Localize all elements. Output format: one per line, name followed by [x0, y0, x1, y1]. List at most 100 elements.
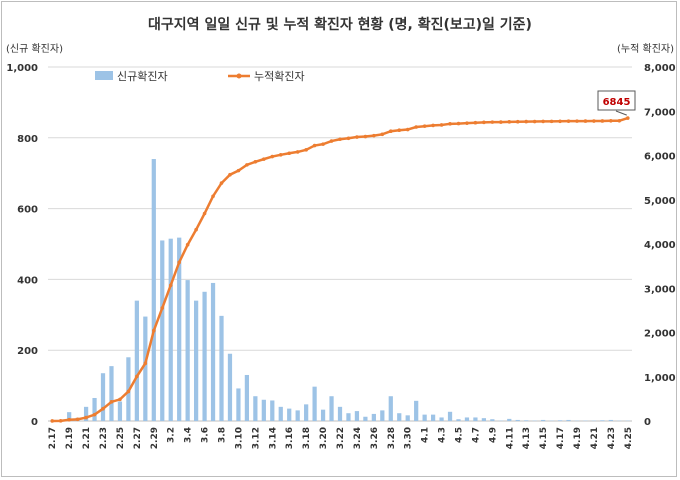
line-point — [135, 374, 139, 379]
bar-series — [50, 159, 630, 422]
line-point — [524, 119, 529, 124]
bar — [244, 374, 250, 421]
right-y-tick-label: 8,000 — [644, 63, 676, 74]
x-tick-label: 4.11 — [505, 427, 515, 449]
line-point — [397, 128, 402, 133]
line-point — [160, 306, 165, 310]
line-point — [558, 119, 562, 124]
left-y-tick-label: 600 — [17, 205, 38, 216]
x-tick-label: 2.17 — [48, 427, 58, 449]
right-axis-unit: (누적 확진자) — [617, 44, 674, 55]
bar — [464, 417, 470, 421]
x-tick-label: 3.16 — [285, 427, 295, 449]
right-y-tick-label: 4,000 — [644, 240, 676, 251]
bar — [202, 291, 207, 421]
bar — [261, 399, 266, 421]
x-tick-label: 4.23 — [607, 427, 617, 449]
bar — [329, 396, 334, 421]
x-tick-label: 3.24 — [353, 427, 363, 449]
line-point — [312, 143, 317, 148]
line-point — [278, 152, 283, 157]
line-point — [295, 150, 300, 154]
line-point — [58, 419, 63, 423]
bar — [92, 397, 97, 421]
line-point — [575, 119, 579, 123]
bar — [151, 159, 156, 422]
line-point — [363, 134, 368, 139]
line-point — [541, 119, 545, 124]
bar — [160, 240, 165, 421]
bar — [304, 404, 309, 421]
bar — [608, 419, 613, 421]
line-point — [287, 151, 292, 156]
line-point — [405, 127, 410, 132]
bar — [278, 406, 283, 421]
x-tick-label: 3.4 — [184, 427, 194, 443]
bar — [83, 406, 89, 421]
line-point — [109, 400, 114, 404]
bar — [109, 366, 114, 421]
x-tick-label: 4.7 — [471, 427, 481, 443]
legend-swatch-bar — [95, 71, 113, 80]
x-tick-label: 3.28 — [387, 427, 397, 449]
legend-swatch-marker — [236, 73, 242, 79]
x-tick-label: 2.25 — [116, 427, 126, 449]
x-tick-label: 2.19 — [65, 427, 75, 449]
bar — [490, 419, 495, 421]
line-series — [50, 116, 630, 423]
bar — [295, 410, 300, 421]
x-tick-label: 3.14 — [268, 427, 278, 449]
line-point — [549, 119, 554, 124]
line-point — [151, 328, 156, 333]
x-tick-label: 2.21 — [82, 427, 92, 449]
line-point — [346, 136, 351, 141]
x-tick-label: 3.22 — [336, 427, 346, 449]
callout-label: 6845 — [603, 97, 631, 108]
line-point — [228, 172, 232, 177]
line-point — [499, 120, 503, 124]
bar — [354, 411, 360, 421]
bar — [270, 400, 275, 421]
line-point — [185, 242, 190, 247]
legend-label-cumulative: 누적확진자 — [254, 70, 305, 83]
line-point — [456, 121, 461, 126]
bar — [397, 413, 402, 421]
line-point — [194, 227, 198, 232]
bar — [236, 388, 241, 421]
line-point — [118, 397, 122, 402]
chart-title: 대구지역 일일 신규 및 누적 확진자 현황 (명, 확진(보고)일 기준) — [148, 17, 532, 33]
line-point — [431, 123, 435, 128]
line-point — [245, 163, 249, 167]
x-tick-label: 4.9 — [488, 427, 498, 443]
x-tick-label: 3.10 — [234, 427, 244, 449]
right-y-tick-label: 6,000 — [644, 152, 676, 163]
line-point — [372, 133, 376, 138]
right-y-tick-label: 3,000 — [644, 284, 676, 295]
bar — [210, 282, 216, 421]
line-point — [253, 159, 258, 164]
x-tick-label: 3.26 — [370, 427, 380, 449]
callout: 6845 — [597, 90, 636, 116]
line-point — [422, 124, 427, 129]
bar — [312, 386, 317, 421]
bar — [566, 419, 571, 421]
bar — [177, 237, 182, 421]
line-point — [50, 419, 55, 423]
bar — [600, 420, 605, 421]
x-tick-label: 2.27 — [133, 427, 143, 449]
bar — [253, 396, 258, 421]
line-point — [532, 119, 537, 124]
left-y-tick-label: 400 — [17, 275, 38, 286]
right-y-tick-label: 1,000 — [644, 373, 676, 384]
bar — [541, 419, 546, 421]
line-point — [448, 122, 452, 126]
bar — [439, 417, 444, 421]
bar — [227, 353, 233, 421]
x-tick-label: 4.15 — [539, 427, 549, 449]
line-point — [236, 168, 241, 173]
line-point — [355, 135, 359, 139]
line-point — [304, 148, 308, 152]
bar — [430, 414, 436, 421]
line-point — [219, 181, 224, 185]
